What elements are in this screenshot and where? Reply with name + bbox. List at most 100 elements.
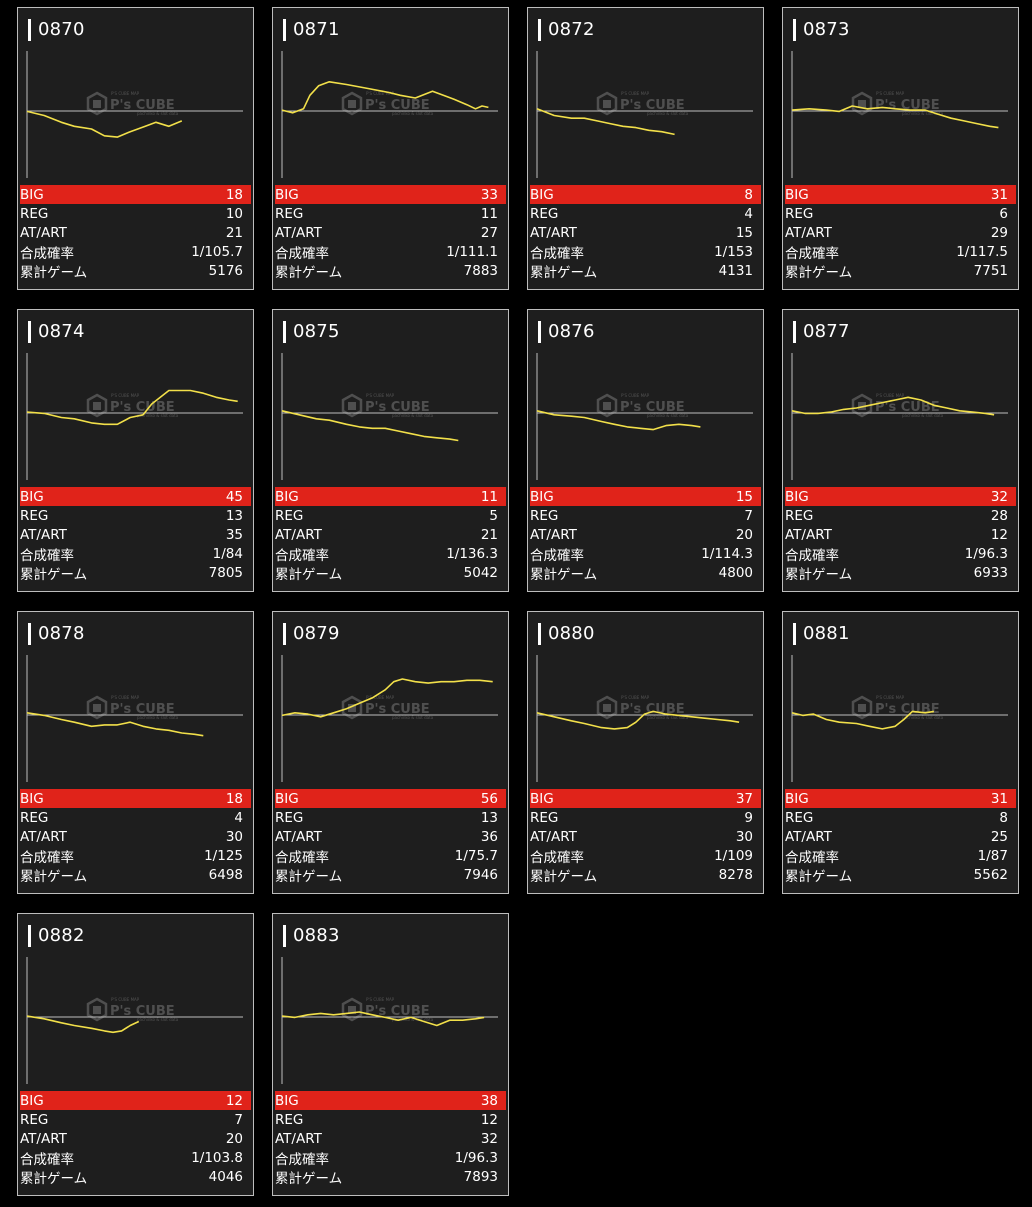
slump-graph: P's CUBE P'S CUBE MAP pachinko & slot data bbox=[26, 353, 243, 480]
slump-line bbox=[281, 410, 459, 442]
at-row-label: AT/ART bbox=[275, 224, 322, 241]
reg-row-label: REG bbox=[20, 205, 49, 222]
probability-row: 合成確率 1/125 bbox=[20, 846, 251, 866]
big-row-label: BIG bbox=[275, 186, 299, 203]
slump-graph: P's CUBE P'S CUBE MAP pachinko & slot data bbox=[281, 655, 498, 782]
card-header: 0876 bbox=[538, 320, 595, 344]
total-games-row-label: 累計ゲーム bbox=[530, 868, 598, 885]
reg-row-value: 8 bbox=[999, 809, 1008, 826]
card-header: 0877 bbox=[793, 320, 850, 344]
probability-row-value: 1/87 bbox=[977, 847, 1008, 864]
machine-card[interactable]: 0880 P's CUBE P'S CUBE MAP pachinko & slot … bbox=[527, 611, 764, 894]
reg-row: REG 7 bbox=[530, 506, 761, 525]
probability-row: 合成確率 1/96.3 bbox=[275, 1148, 506, 1168]
watermark-brand: P's CUBE bbox=[110, 98, 175, 113]
probability-row: 合成確率 1/103.8 bbox=[20, 1148, 251, 1168]
slump-line bbox=[791, 396, 995, 416]
stats-table: BIG 18 REG 4 AT/ART 30 合成確率 1/125 累計ゲーム 6498 bbox=[20, 789, 251, 885]
watermark-small-bottom: pachinko & slot data bbox=[392, 111, 434, 116]
machine-card[interactable]: 0870 P's CUBE P'S CUBE MAP pachinko & slot … bbox=[17, 7, 254, 290]
cube-icon bbox=[341, 91, 363, 116]
cube-icon bbox=[596, 393, 618, 418]
reg-row: REG 7 bbox=[20, 1110, 251, 1129]
machine-card[interactable]: 0871 P's CUBE P'S CUBE MAP pachinko & slot … bbox=[272, 7, 509, 290]
stats-table: BIG 32 REG 28 AT/ART 12 合成確率 1/96.3 累計ゲーム 6933 bbox=[785, 487, 1016, 583]
watermark-small-top: P'S CUBE MAP bbox=[111, 997, 140, 1002]
at-row-label: AT/ART bbox=[785, 526, 832, 543]
total-games-row: 累計ゲーム 4046 bbox=[20, 1167, 251, 1187]
stats-table: BIG 31 REG 8 AT/ART 25 合成確率 1/87 累計ゲーム 5562 bbox=[785, 789, 1016, 885]
total-games-row-value: 7751 bbox=[973, 262, 1008, 279]
at-row-label: AT/ART bbox=[275, 526, 322, 543]
total-games-row-value: 8278 bbox=[718, 866, 753, 883]
reg-row-value: 12 bbox=[480, 1111, 498, 1128]
total-games-row-value: 7946 bbox=[463, 866, 498, 883]
machine-number: 0883 bbox=[293, 925, 340, 946]
at-row: AT/ART 15 bbox=[530, 223, 761, 242]
machine-number: 0870 bbox=[38, 19, 85, 40]
machine-card[interactable]: 0882 P's CUBE P'S CUBE MAP pachinko & slot … bbox=[17, 913, 254, 1196]
at-row-value: 30 bbox=[225, 828, 243, 845]
slump-line bbox=[26, 1015, 140, 1034]
at-row-label: AT/ART bbox=[275, 1130, 322, 1147]
card-header: 0879 bbox=[283, 622, 340, 646]
watermark-small-bottom: pachinko & slot data bbox=[647, 413, 689, 418]
total-games-row: 累計ゲーム 5562 bbox=[785, 865, 1016, 885]
machine-card[interactable]: 0881 P's CUBE P'S CUBE MAP pachinko & slot … bbox=[782, 611, 1019, 894]
slump-graph: P's CUBE P'S CUBE MAP pachinko & slot data bbox=[791, 353, 1008, 480]
machine-number: 0881 bbox=[803, 623, 850, 644]
reg-row: REG 28 bbox=[785, 506, 1016, 525]
machine-card[interactable]: 0875 P's CUBE P'S CUBE MAP pachinko & slot … bbox=[272, 309, 509, 592]
machine-card[interactable]: 0874 P's CUBE P'S CUBE MAP pachinko & slot … bbox=[17, 309, 254, 592]
big-row-value: 31 bbox=[990, 186, 1008, 203]
machine-card[interactable]: 0878 P's CUBE P'S CUBE MAP pachinko & slot … bbox=[17, 611, 254, 894]
cube-icon bbox=[596, 695, 618, 720]
reg-row-label: REG bbox=[275, 205, 304, 222]
card-header: 0874 bbox=[28, 320, 85, 344]
watermark-brand: P's CUBE bbox=[620, 98, 685, 113]
big-row-value: 15 bbox=[735, 488, 753, 505]
cube-icon bbox=[851, 695, 873, 720]
probability-row: 合成確率 1/75.7 bbox=[275, 846, 506, 866]
probability-row-label: 合成確率 bbox=[275, 547, 329, 564]
card-header: 0872 bbox=[538, 18, 595, 42]
pscube-logo-watermark: P's CUBE P'S CUBE MAP pachinko & slot data bbox=[596, 91, 689, 116]
pscube-logo-watermark: P's CUBE P'S CUBE MAP pachinko & slot data bbox=[341, 393, 434, 418]
pscube-logo-watermark: P's CUBE P'S CUBE MAP pachinko & slot data bbox=[86, 91, 179, 116]
slump-graph: P's CUBE P'S CUBE MAP pachinko & slot data bbox=[26, 655, 243, 782]
slump-line bbox=[26, 110, 183, 138]
watermark-brand: P's CUBE bbox=[110, 1004, 175, 1019]
probability-row: 合成確率 1/117.5 bbox=[785, 242, 1016, 262]
reg-row-value: 13 bbox=[480, 809, 498, 826]
machine-card[interactable]: 0879 P's CUBE P'S CUBE MAP pachinko & slot … bbox=[272, 611, 509, 894]
cube-icon bbox=[86, 393, 108, 418]
machine-card[interactable]: 0873 P's CUBE P'S CUBE MAP pachinko & slot … bbox=[782, 7, 1019, 290]
big-row-value: 56 bbox=[480, 790, 498, 807]
reg-row-label: REG bbox=[530, 205, 559, 222]
cube-icon bbox=[851, 91, 873, 116]
machine-card[interactable]: 0872 P's CUBE P'S CUBE MAP pachinko & slot … bbox=[527, 7, 764, 290]
watermark-small-bottom: pachinko & slot data bbox=[902, 111, 944, 116]
reg-row: REG 13 bbox=[275, 808, 506, 827]
pscube-logo-watermark: P's CUBE P'S CUBE MAP pachinko & slot data bbox=[86, 393, 179, 418]
total-games-row: 累計ゲーム 7946 bbox=[275, 865, 506, 885]
pscube-logo-watermark: P's CUBE P'S CUBE MAP pachinko & slot data bbox=[341, 91, 434, 116]
machine-number: 0873 bbox=[803, 19, 850, 40]
at-row-value: 21 bbox=[225, 224, 243, 241]
probability-row-label: 合成確率 bbox=[785, 547, 839, 564]
machine-card[interactable]: 0883 P's CUBE P'S CUBE MAP pachinko & slot … bbox=[272, 913, 509, 1196]
total-games-row-value: 4046 bbox=[208, 1168, 243, 1185]
watermark-brand: P's CUBE bbox=[620, 702, 685, 717]
total-games-row-label: 累計ゲーム bbox=[275, 868, 343, 885]
machine-card[interactable]: 0877 P's CUBE P'S CUBE MAP pachinko & slot … bbox=[782, 309, 1019, 592]
at-row: AT/ART 32 bbox=[275, 1129, 506, 1148]
big-row-label: BIG bbox=[785, 186, 809, 203]
big-row: BIG 18 bbox=[20, 789, 251, 808]
at-row-value: 20 bbox=[735, 526, 753, 543]
watermark-small-bottom: pachinko & slot data bbox=[137, 413, 179, 418]
slump-graph: P's CUBE P'S CUBE MAP pachinko & slot data bbox=[281, 353, 498, 480]
machine-card[interactable]: 0876 P's CUBE P'S CUBE MAP pachinko & slot … bbox=[527, 309, 764, 592]
watermark-brand: P's CUBE bbox=[365, 400, 430, 415]
big-row: BIG 31 bbox=[785, 185, 1016, 204]
slump-graph: P's CUBE P'S CUBE MAP pachinko & slot data bbox=[26, 957, 243, 1084]
